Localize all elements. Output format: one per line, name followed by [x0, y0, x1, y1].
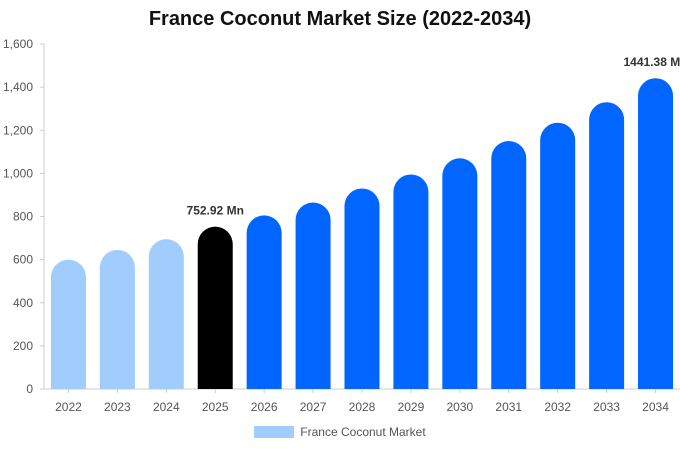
x-tick-label-2027: 2027 — [300, 400, 327, 414]
bars-group — [50, 78, 674, 389]
legend-label: France Coconut Market — [300, 425, 426, 439]
y-axis: 0 200 400 600 800 1,000 1,200 1,400 1,600 — [3, 37, 45, 396]
data-label-2034: 1441.38 Mn — [624, 55, 680, 69]
bar-2023[interactable] — [99, 249, 135, 389]
bar-2033[interactable] — [589, 102, 625, 389]
bar-2025[interactable] — [197, 226, 233, 389]
chart-title: France Coconut Market Size (2022-2034) — [148, 8, 532, 30]
y-tick-label: 200 — [13, 339, 33, 353]
x-tick-label-2028: 2028 — [349, 400, 376, 414]
bar-2032[interactable] — [540, 122, 576, 389]
bar-2022[interactable] — [50, 259, 86, 389]
y-tick-label: 1,000 — [3, 166, 33, 180]
legend-swatch — [254, 426, 295, 438]
x-tick-label-2023: 2023 — [104, 400, 131, 414]
y-tick-label: 1,400 — [3, 80, 33, 94]
y-tick-label: 400 — [13, 296, 33, 310]
x-tick-label-2022: 2022 — [55, 400, 82, 414]
bar-2026[interactable] — [246, 215, 282, 389]
x-tick-label-2033: 2033 — [593, 400, 620, 414]
bar-2029[interactable] — [393, 174, 429, 389]
legend[interactable]: France Coconut Market — [0, 425, 680, 439]
bar-2028[interactable] — [344, 188, 380, 389]
bar-2024[interactable] — [148, 239, 184, 389]
x-axis: 2022 2023 2024 2025 2026 2027 2028 2029 2030 2031… — [44, 388, 680, 414]
x-tick-label-2029: 2029 — [398, 400, 425, 414]
y-tick-label: 1,200 — [3, 123, 33, 137]
x-tick-label-2030: 2030 — [446, 400, 473, 414]
bar-2027[interactable] — [295, 202, 331, 389]
x-tick-label-2034: 2034 — [642, 400, 669, 414]
y-tick-label: 800 — [13, 210, 33, 224]
y-tick-label: 0 — [26, 382, 33, 396]
bar-2031[interactable] — [491, 141, 527, 389]
x-tick-label-2031: 2031 — [495, 400, 522, 414]
x-tick-label-2025: 2025 — [202, 400, 229, 414]
bar-2030[interactable] — [442, 158, 478, 389]
x-tick-label-2024: 2024 — [153, 400, 180, 414]
bar-2034[interactable] — [638, 78, 674, 389]
x-tick-label-2026: 2026 — [251, 400, 278, 414]
y-tick-label: 600 — [13, 253, 33, 267]
x-tick-label-2032: 2032 — [544, 400, 571, 414]
data-label-2025: 752.92 Mn — [187, 204, 244, 218]
data-labels-group: 752.92 Mn 1441.38 Mn — [187, 55, 680, 217]
y-tick-label: 1,600 — [3, 37, 33, 51]
